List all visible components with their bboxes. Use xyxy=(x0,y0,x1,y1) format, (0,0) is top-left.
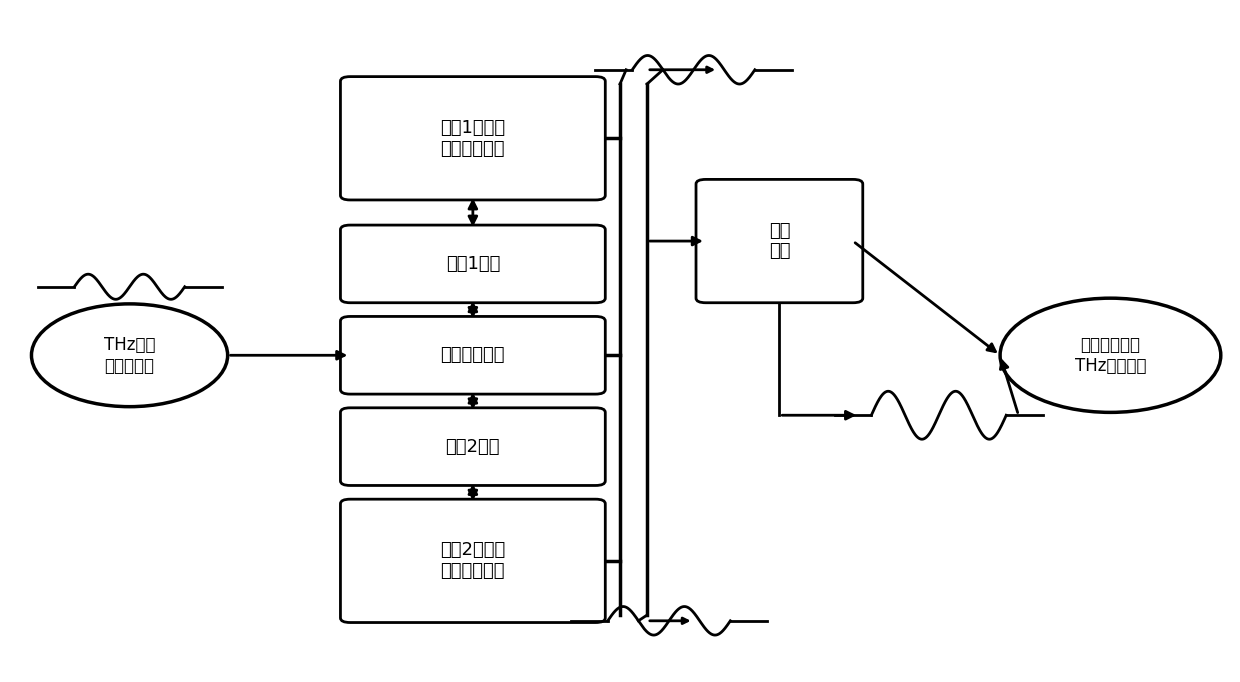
Text: 行波1多重放
大与频带展宽: 行波1多重放 大与频带展宽 xyxy=(440,119,506,158)
Text: 返波初级放大: 返波初级放大 xyxy=(440,346,505,364)
FancyBboxPatch shape xyxy=(696,179,863,303)
FancyBboxPatch shape xyxy=(341,499,605,623)
FancyBboxPatch shape xyxy=(341,316,605,394)
Ellipse shape xyxy=(1001,298,1221,413)
Text: 端口1输出: 端口1输出 xyxy=(445,255,500,273)
Text: 功率
合成: 功率 合成 xyxy=(769,222,790,261)
FancyBboxPatch shape xyxy=(341,225,605,303)
Ellipse shape xyxy=(31,304,228,406)
FancyBboxPatch shape xyxy=(341,408,605,486)
Text: 高功率宽频带
THz输出信号: 高功率宽频带 THz输出信号 xyxy=(1075,336,1146,374)
Text: 行波2多重放
大与频带展宽: 行波2多重放 大与频带展宽 xyxy=(440,542,506,580)
Text: 端口2输出: 端口2输出 xyxy=(445,438,500,456)
Text: THz频段
小激励信号: THz频段 小激励信号 xyxy=(104,336,155,374)
FancyBboxPatch shape xyxy=(341,76,605,200)
